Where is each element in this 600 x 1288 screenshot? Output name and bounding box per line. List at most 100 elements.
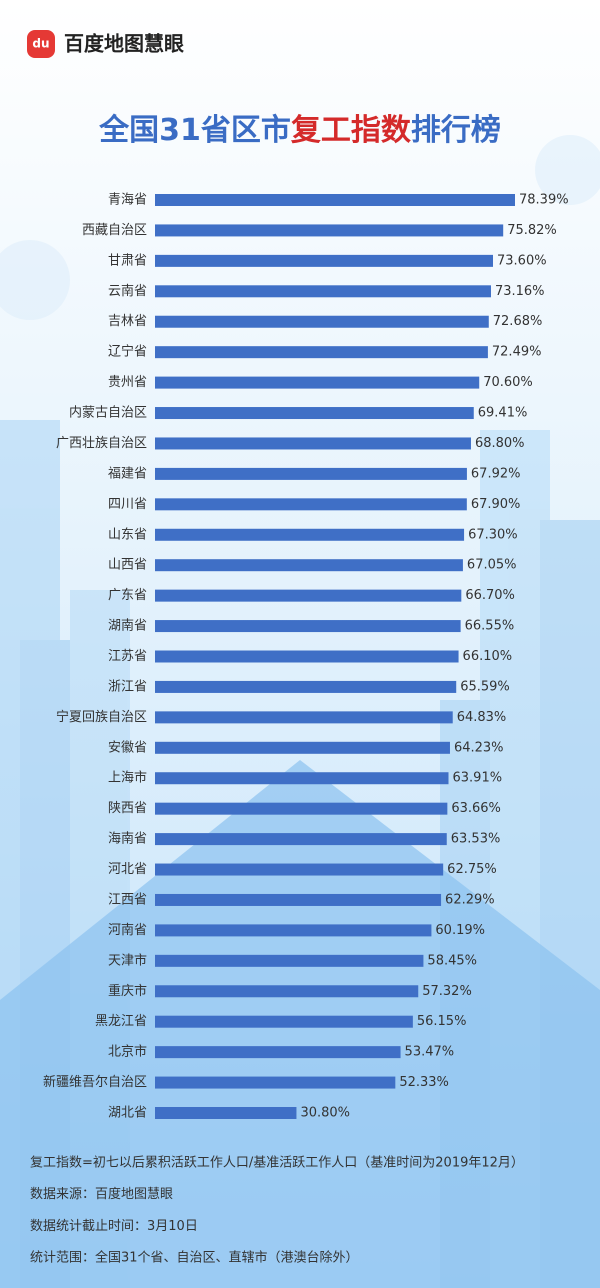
category-label: 广东省 bbox=[108, 588, 147, 603]
bar bbox=[155, 650, 459, 663]
value-label: 67.92% bbox=[471, 466, 521, 481]
title-part: 复工指数 bbox=[291, 113, 412, 148]
logo-icon bbox=[27, 30, 55, 58]
value-label: 62.75% bbox=[447, 862, 497, 877]
category-label: 河北省 bbox=[108, 862, 147, 877]
value-label: 66.55% bbox=[465, 619, 515, 634]
value-label: 78.39% bbox=[519, 193, 569, 208]
value-label: 72.49% bbox=[492, 345, 542, 360]
category-label: 浙江省 bbox=[108, 679, 147, 694]
category-label: 江苏省 bbox=[108, 648, 147, 664]
bar bbox=[155, 194, 515, 206]
value-label: 63.53% bbox=[451, 832, 501, 847]
category-label: 湖南省 bbox=[108, 618, 147, 634]
bar bbox=[155, 741, 450, 754]
bar bbox=[155, 680, 457, 693]
value-label: 66.70% bbox=[465, 588, 515, 603]
value-label: 67.30% bbox=[468, 527, 518, 542]
value-label: 64.83% bbox=[457, 710, 507, 725]
footnote: 复工指数=初七以后累积活跃工作人口/基准活跃工作人口（基准时间为2019年12月… bbox=[30, 1156, 524, 1171]
category-label: 重庆市 bbox=[108, 983, 147, 999]
footnote: 数据来源：百度地图慧眼 bbox=[30, 1186, 173, 1202]
category-label: 上海市 bbox=[108, 770, 147, 786]
value-label: 52.33% bbox=[399, 1075, 449, 1090]
category-label: 黑龙江省 bbox=[95, 1014, 147, 1029]
bar bbox=[155, 589, 462, 602]
bar bbox=[155, 985, 419, 998]
value-label: 73.60% bbox=[497, 253, 547, 268]
category-label: 山西省 bbox=[108, 558, 147, 573]
category-label: 四川省 bbox=[108, 497, 147, 512]
category-label: 宁夏回族自治区 bbox=[56, 709, 147, 725]
bar bbox=[155, 772, 449, 785]
bar bbox=[155, 285, 491, 298]
category-label: 海南省 bbox=[108, 831, 147, 847]
bar bbox=[155, 467, 467, 480]
bar bbox=[155, 376, 480, 389]
category-label: 青海省 bbox=[108, 193, 147, 208]
category-label: 陕西省 bbox=[108, 801, 147, 816]
value-label: 65.59% bbox=[460, 679, 510, 694]
footnote: 数据统计截止时间：3月10日 bbox=[30, 1219, 198, 1234]
bar bbox=[155, 559, 463, 572]
bar bbox=[155, 893, 442, 906]
bar bbox=[155, 620, 461, 633]
bar bbox=[155, 254, 494, 267]
category-label: 山东省 bbox=[108, 527, 147, 542]
category-label: 辽宁省 bbox=[108, 344, 147, 360]
value-label: 63.66% bbox=[451, 801, 501, 816]
title-part: 全国31省区市 bbox=[98, 113, 291, 148]
bar bbox=[155, 833, 447, 846]
bar bbox=[155, 346, 488, 359]
value-label: 62.29% bbox=[445, 892, 495, 907]
value-label: 56.15% bbox=[417, 1014, 467, 1029]
bar bbox=[155, 1076, 396, 1089]
value-label: 75.82% bbox=[507, 223, 557, 238]
value-label: 67.05% bbox=[467, 558, 517, 573]
title-part: 排行榜 bbox=[411, 113, 501, 148]
bar bbox=[155, 407, 474, 420]
value-label: 67.90% bbox=[471, 497, 521, 512]
category-label: 河南省 bbox=[108, 922, 147, 938]
category-label: 江西省 bbox=[108, 892, 147, 907]
category-label: 吉林省 bbox=[108, 314, 147, 329]
value-label: 66.10% bbox=[463, 649, 513, 664]
brand-name: 百度地图慧眼 bbox=[64, 32, 184, 56]
bar bbox=[155, 315, 489, 328]
value-label: 60.19% bbox=[435, 923, 485, 938]
bar bbox=[155, 224, 504, 237]
category-label: 云南省 bbox=[108, 283, 147, 299]
value-label: 69.41% bbox=[478, 406, 528, 421]
category-label: 天津市 bbox=[108, 952, 147, 968]
value-label: 68.80% bbox=[475, 436, 525, 451]
category-label: 安徽省 bbox=[108, 740, 147, 755]
category-label: 湖北省 bbox=[108, 1106, 147, 1121]
logo: du 百度地图慧眼 bbox=[27, 30, 184, 58]
bar bbox=[155, 802, 448, 815]
footnote: 统计范围：全国31个省、自治区、直辖市（港澳台除外） bbox=[30, 1250, 359, 1266]
category-label: 内蒙古自治区 bbox=[69, 405, 147, 421]
value-label: 53.47% bbox=[405, 1045, 455, 1060]
bar bbox=[155, 711, 453, 724]
value-label: 73.16% bbox=[495, 284, 545, 299]
category-label: 北京市 bbox=[108, 1044, 147, 1060]
bar bbox=[155, 863, 444, 876]
value-label: 72.68% bbox=[493, 314, 543, 329]
chart-title: 全国31省区市复工指数排行榜 bbox=[98, 113, 501, 148]
category-label: 贵州省 bbox=[108, 375, 147, 390]
category-label: 福建省 bbox=[108, 466, 147, 481]
bar bbox=[155, 924, 432, 937]
value-label: 30.80% bbox=[300, 1106, 350, 1121]
bar bbox=[155, 1015, 413, 1028]
value-label: 57.32% bbox=[422, 984, 472, 999]
bar bbox=[155, 1107, 297, 1119]
logo-icon-text: du bbox=[32, 37, 49, 51]
value-label: 63.91% bbox=[453, 771, 503, 786]
bar bbox=[155, 954, 424, 967]
category-label: 新疆维吾尔自治区 bbox=[43, 1074, 147, 1090]
bar bbox=[155, 437, 471, 450]
value-label: 58.45% bbox=[427, 953, 477, 968]
category-label: 西藏自治区 bbox=[82, 223, 147, 238]
category-label: 甘肃省 bbox=[108, 253, 147, 268]
